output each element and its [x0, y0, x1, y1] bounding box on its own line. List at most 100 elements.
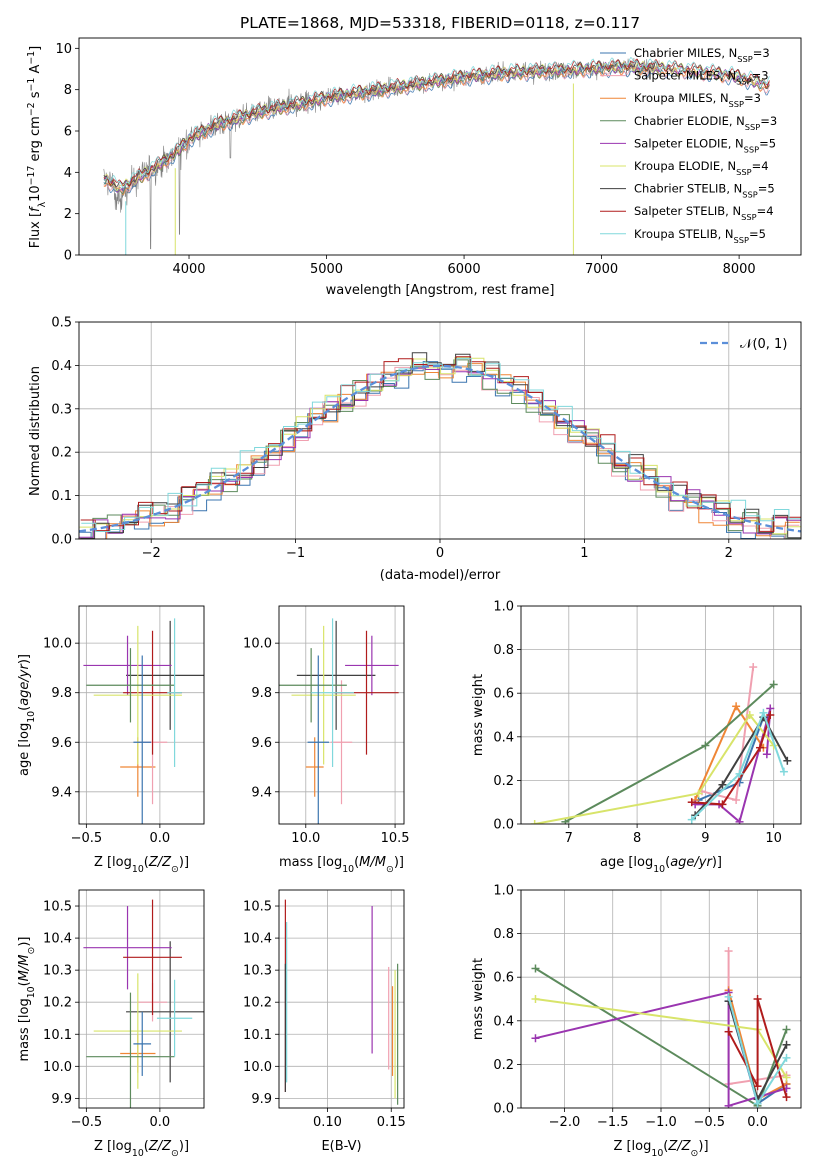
series-marker: [762, 750, 771, 759]
x-axis-label: Z [log10(Z/Z⊙)]: [94, 1139, 189, 1159]
series-marker: [531, 995, 540, 1003]
chart-title: PLATE=1868, MJD=53318, FIBERID=0118, z=0…: [240, 14, 640, 32]
x-tick-label: 6000: [448, 262, 481, 277]
x-tick-label: 4000: [172, 262, 205, 277]
series-marker: [530, 820, 539, 824]
x-tick-label: 5000: [310, 262, 343, 277]
normal-curve: [79, 364, 801, 533]
x-tick-label: 7: [565, 831, 573, 846]
x-tick-label: 0.0: [150, 831, 171, 846]
histogram-step: [79, 359, 801, 539]
y-tick-label: 0.8: [493, 927, 514, 942]
y-tick-label: 0.6: [493, 687, 514, 702]
y-tick-label: 1.0: [493, 600, 514, 615]
y-tick-label: 0.8: [493, 643, 514, 658]
error-bar: [345, 635, 399, 696]
y-tick-label: 0.2: [51, 446, 72, 461]
legend-item: Salpeter MILES, NSSP=3: [634, 69, 769, 87]
histogram-step: [79, 365, 800, 539]
axes-frame: [78, 889, 205, 1109]
series-line: [534, 713, 775, 824]
x-tick-label: 0.15: [377, 1115, 406, 1130]
y-tick-label: 0.2: [493, 1058, 514, 1073]
plot-area: [79, 606, 204, 824]
error-bar: [93, 973, 182, 1089]
series-marker: [769, 680, 778, 689]
y-tick-label: 9.9: [51, 1092, 72, 1107]
y-tick-label: 0: [64, 249, 72, 264]
histogram-step: [81, 357, 801, 532]
error-bar: [311, 618, 354, 768]
axes-frame: [520, 889, 802, 1109]
y-tick-label: 9.4: [51, 785, 72, 800]
plot-area: [103, 56, 770, 255]
y-tick-label: 9.8: [51, 686, 72, 701]
plot-area: [521, 890, 801, 1108]
histogram-step: [79, 367, 801, 538]
series-marker: [749, 663, 758, 672]
series-marker: [694, 789, 703, 798]
y-tick-label: 10.3: [243, 964, 272, 979]
legend-item: Kroupa STELIB, NSSP=5: [634, 227, 766, 245]
spectrum-data: [103, 57, 660, 250]
y-tick-label: 10.1: [243, 1028, 272, 1043]
error-bar: [86, 992, 175, 1108]
series-marker: [766, 711, 775, 719]
y-tick-label: 10.0: [243, 1060, 272, 1075]
x-tick-label: −1.0: [645, 1115, 677, 1130]
error-bar: [279, 648, 347, 723]
error-bar: [133, 655, 152, 824]
panel-spectrum: 4000 5000 6000 7000 8000 0 2 4 6 8 10 PLATE=1868, M…: [26, 14, 802, 298]
series-marker: [735, 817, 744, 824]
y-tick-label: 10.0: [43, 637, 72, 652]
y-tick-label: 10.5: [43, 900, 72, 915]
x-tick-label: 10: [765, 831, 782, 846]
axes-frame: [78, 605, 205, 825]
x-axis-label: age [log10(age/yr)]: [600, 855, 722, 875]
series-marker: [753, 995, 762, 1003]
error-bar: [305, 737, 324, 797]
y-tick-label: 10.0: [243, 637, 272, 652]
error-bar: [307, 655, 329, 824]
legend-item: Salpeter ELODIE, NSSP=5: [634, 136, 776, 154]
panel-weight-vs-Z: −2.0 −1.5 −1.0 −0.5 0.0 0.0 0.2 0.4 0.6 0.8 1.0 Z […: [471, 884, 802, 1159]
plot-area: [79, 322, 801, 539]
y-tick-label: 0.4: [493, 1014, 514, 1029]
x-tick-label: −0.5: [693, 1115, 725, 1130]
y-tick-label: 9.8: [251, 686, 272, 701]
error-bar: [83, 906, 172, 990]
series-marker: [779, 767, 788, 776]
y-tick-label: 0.0: [493, 818, 514, 833]
series-marker: [687, 798, 696, 807]
y-tick-label: 0.4: [51, 359, 72, 374]
series-marker: [783, 756, 792, 765]
y-tick-label: 10.4: [43, 932, 72, 947]
x-tick-label: 0: [436, 546, 444, 561]
x-axis-label: mass [log10(M/M⊙)]: [279, 855, 404, 875]
y-tick-label: 0.4: [493, 730, 514, 745]
x-tick-label: 0.0: [150, 1115, 171, 1130]
model-line: [103, 56, 770, 189]
x-tick-label: −1.5: [597, 1115, 629, 1130]
panel-mass-vs-Z: −0.5 0.0 9.9 10.0 10.1 10.2 10.3 10.4 10.5 Z [log…: [17, 889, 205, 1159]
series-marker: [732, 702, 741, 711]
x-tick-label: −2: [142, 546, 161, 561]
series-marker: [687, 815, 696, 824]
x-tick-label: −2.0: [549, 1115, 581, 1130]
y-tick-label: 9.4: [251, 785, 272, 800]
axes-frame: [78, 37, 802, 256]
plot-area: [79, 890, 204, 1108]
y-axis-label: age [log10(age/yr)]: [17, 654, 37, 776]
y-axis-label: Normed distribution: [28, 366, 43, 496]
y-tick-label: 10.1: [43, 1028, 72, 1043]
y-tick-label: 0.3: [51, 402, 72, 417]
y-tick-label: 10.5: [243, 900, 272, 915]
error-bar: [126, 941, 204, 1083]
x-tick-label: −1: [286, 546, 305, 561]
histogram-step: [79, 361, 799, 539]
legend-item: Chabrier STELIB, NSSP=5: [634, 182, 775, 200]
series-marker: [782, 1093, 791, 1102]
series-marker: [724, 1101, 733, 1108]
panel-weight-vs-age: 7 8 9 10 0.0 0.2 0.4 0.6 0.8 1.0 age [log10(age/yr…: [471, 600, 802, 875]
